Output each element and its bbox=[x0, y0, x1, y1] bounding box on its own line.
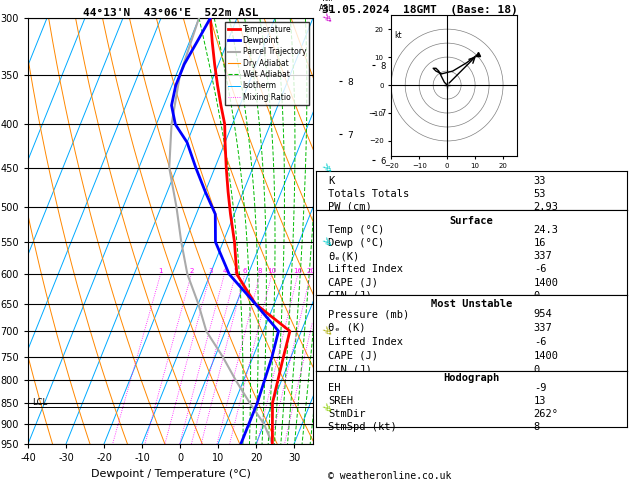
Text: Most Unstable: Most Unstable bbox=[431, 298, 512, 309]
Text: CAPE (J): CAPE (J) bbox=[328, 278, 378, 288]
Text: 1400: 1400 bbox=[533, 351, 559, 361]
Text: Lifted Index: Lifted Index bbox=[328, 264, 403, 275]
Text: Lifted Index: Lifted Index bbox=[328, 337, 403, 347]
Text: 53: 53 bbox=[533, 189, 546, 199]
Text: K: K bbox=[328, 175, 335, 186]
Text: PW (cm): PW (cm) bbox=[328, 202, 372, 212]
Text: 33: 33 bbox=[533, 175, 546, 186]
Text: km
ASL: km ASL bbox=[320, 0, 334, 13]
Text: 13: 13 bbox=[533, 396, 546, 406]
Text: Mixing Ratio (g/kg): Mixing Ratio (g/kg) bbox=[353, 191, 362, 271]
Text: 337: 337 bbox=[533, 323, 552, 333]
Text: -9: -9 bbox=[533, 383, 546, 393]
Text: CIN (J): CIN (J) bbox=[328, 291, 372, 301]
Text: 16: 16 bbox=[293, 268, 303, 274]
Text: Surface: Surface bbox=[450, 216, 493, 226]
Text: StmSpd (kt): StmSpd (kt) bbox=[328, 422, 397, 432]
Text: 8: 8 bbox=[258, 268, 262, 274]
Text: EH: EH bbox=[328, 383, 341, 393]
Text: Hodograph: Hodograph bbox=[443, 373, 499, 383]
Text: Dewp (°C): Dewp (°C) bbox=[328, 238, 384, 248]
Text: 10: 10 bbox=[267, 268, 276, 274]
Text: -6: -6 bbox=[533, 337, 546, 347]
Text: kt: kt bbox=[394, 31, 402, 39]
Text: CAPE (J): CAPE (J) bbox=[328, 351, 378, 361]
Text: 1400: 1400 bbox=[533, 278, 559, 288]
Text: Totals Totals: Totals Totals bbox=[328, 189, 409, 199]
Text: -6: -6 bbox=[533, 264, 546, 275]
Text: 5: 5 bbox=[233, 268, 238, 274]
Text: ≫: ≫ bbox=[320, 324, 334, 338]
Text: © weatheronline.co.uk: © weatheronline.co.uk bbox=[328, 471, 452, 481]
Text: LCL: LCL bbox=[32, 398, 47, 407]
Text: 3: 3 bbox=[208, 268, 213, 274]
Text: SREH: SREH bbox=[328, 396, 353, 406]
Text: ≫: ≫ bbox=[320, 161, 334, 175]
Text: θₑ(K): θₑ(K) bbox=[328, 251, 359, 261]
Text: 262°: 262° bbox=[533, 409, 559, 419]
Text: 44°13'N  43°06'E  522m ASL: 44°13'N 43°06'E 522m ASL bbox=[83, 8, 259, 18]
Text: 4: 4 bbox=[222, 268, 226, 274]
Text: 8: 8 bbox=[533, 422, 540, 432]
Text: 1: 1 bbox=[159, 268, 163, 274]
Legend: Temperature, Dewpoint, Parcel Trajectory, Dry Adiabat, Wet Adiabat, Isotherm, Mi: Temperature, Dewpoint, Parcel Trajectory… bbox=[225, 22, 309, 104]
Text: 2.93: 2.93 bbox=[533, 202, 559, 212]
Text: CIN (J): CIN (J) bbox=[328, 365, 372, 375]
Text: StmDir: StmDir bbox=[328, 409, 365, 419]
Text: Pressure (mb): Pressure (mb) bbox=[328, 309, 409, 319]
Text: 31.05.2024  18GMT  (Base: 18): 31.05.2024 18GMT (Base: 18) bbox=[322, 5, 518, 15]
Text: ≫: ≫ bbox=[320, 400, 334, 415]
Text: Temp (°C): Temp (°C) bbox=[328, 225, 384, 235]
Text: 6: 6 bbox=[243, 268, 247, 274]
Text: 0: 0 bbox=[533, 291, 540, 301]
Text: ≫: ≫ bbox=[320, 235, 334, 249]
Text: 16: 16 bbox=[533, 238, 546, 248]
Text: 954: 954 bbox=[533, 309, 552, 319]
X-axis label: Dewpoint / Temperature (°C): Dewpoint / Temperature (°C) bbox=[91, 469, 250, 479]
Text: 0: 0 bbox=[533, 365, 540, 375]
Text: 337: 337 bbox=[533, 251, 552, 261]
Text: 20: 20 bbox=[306, 268, 315, 274]
Text: θₑ (K): θₑ (K) bbox=[328, 323, 365, 333]
Text: 24.3: 24.3 bbox=[533, 225, 559, 235]
Text: ≫: ≫ bbox=[320, 11, 334, 25]
Text: 2: 2 bbox=[189, 268, 194, 274]
